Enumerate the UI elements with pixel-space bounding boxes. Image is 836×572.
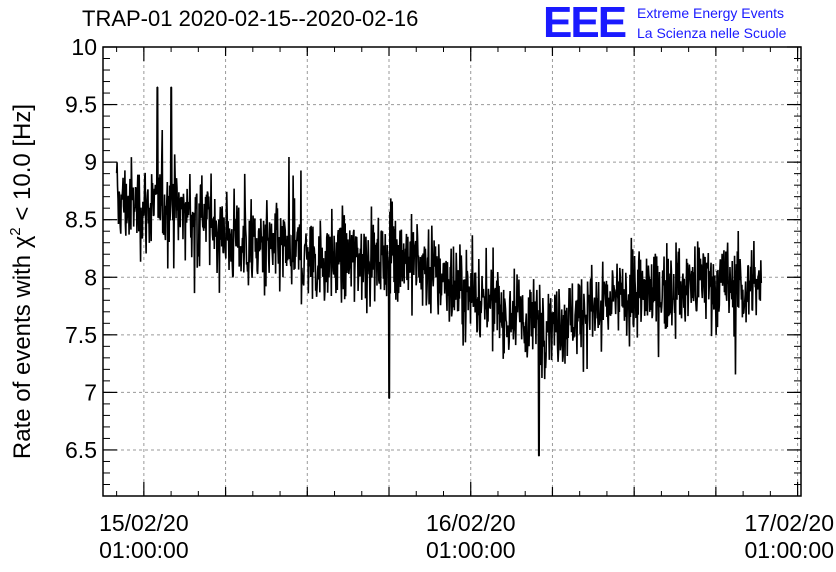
- x-tick-label-time: 01:00:00: [426, 537, 516, 563]
- y-axis-label-chi: χ: [9, 235, 36, 248]
- logo-caption: Extreme Energy Events La Scienza nelle S…: [637, 3, 786, 43]
- y-tick-label: 9: [84, 149, 97, 175]
- x-tick-label-date: 17/02/20: [744, 510, 834, 536]
- eee-logo: EEE: [543, 0, 627, 47]
- y-tick-label: 8.5: [65, 207, 97, 233]
- logo-caption-line2: La Scienza nelle Scuole: [637, 25, 787, 41]
- x-tick-label-date: 16/02/20: [426, 510, 516, 536]
- y-axis-label-suffix: < 10.0 [Hz]: [9, 104, 36, 227]
- y-tick-label: 7.5: [65, 322, 97, 348]
- series-line: [115, 86, 763, 457]
- y-tick-label: 9.5: [65, 92, 97, 118]
- y-axis-label: Rate of events with χ2 < 10.0 [Hz]: [7, 104, 36, 459]
- x-tick-label-time: 01:00:00: [744, 537, 834, 563]
- x-tick-label-time: 01:00:00: [99, 537, 189, 563]
- y-tick-label: 7: [84, 379, 97, 405]
- chart-title: TRAP-01 2020-02-15--2020-02-16: [82, 6, 419, 31]
- y-axis-label-prefix: Rate of events with: [9, 248, 36, 459]
- axes: 6.577.588.599.51015/02/2001:00:0016/02/2…: [65, 34, 834, 563]
- y-tick-label: 6.5: [65, 437, 97, 463]
- logo-caption-line1: Extreme Energy Events: [637, 5, 785, 21]
- y-tick-label: 8: [84, 264, 97, 290]
- grid: [103, 46, 801, 496]
- y-axis-label-sup: 2: [7, 227, 24, 235]
- y-tick-label: 10: [71, 34, 97, 60]
- x-tick-label-date: 15/02/20: [99, 510, 189, 536]
- plot-frame: [102, 46, 802, 497]
